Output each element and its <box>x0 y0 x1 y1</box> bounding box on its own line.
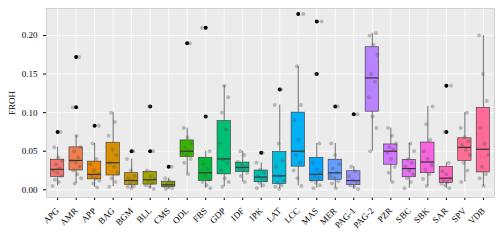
svg-text:MER: MER <box>317 205 339 227</box>
svg-text:SAR: SAR <box>430 206 449 225</box>
svg-text:FROH: FROH <box>7 91 17 116</box>
svg-text:GDP: GDP <box>208 206 228 226</box>
svg-text:0.10: 0.10 <box>22 108 38 118</box>
svg-text:LAT: LAT <box>264 205 283 224</box>
svg-text:PAG-2: PAG-2 <box>351 206 376 231</box>
svg-text:PZR: PZR <box>376 206 395 225</box>
svg-text:SBK: SBK <box>412 205 432 225</box>
svg-text:APP: APP <box>79 206 98 225</box>
svg-text:0.00: 0.00 <box>22 185 38 195</box>
svg-text:BGM: BGM <box>114 206 136 228</box>
svg-text:VDB: VDB <box>466 206 487 227</box>
svg-text:IDF: IDF <box>229 206 246 223</box>
svg-text:MAS: MAS <box>299 206 320 227</box>
svg-text:BLL: BLL <box>135 206 154 225</box>
svg-text:CMS: CMS <box>152 206 173 227</box>
svg-text:APG: APG <box>41 205 61 225</box>
svg-text:ODL: ODL <box>170 206 190 226</box>
svg-text:SBC: SBC <box>394 206 413 225</box>
svg-text:IPK: IPK <box>247 205 265 223</box>
svg-text:FBS: FBS <box>191 206 209 224</box>
svg-text:0.05: 0.05 <box>22 146 38 156</box>
svg-text:LCC: LCC <box>282 206 301 225</box>
svg-text:0.20: 0.20 <box>22 30 38 40</box>
svg-text:BAG: BAG <box>96 205 117 226</box>
svg-text:SPV: SPV <box>450 205 469 224</box>
svg-text:0.15: 0.15 <box>22 69 38 79</box>
svg-text:AMR: AMR <box>58 206 80 228</box>
svg-text:PAG-1: PAG-1 <box>332 205 358 231</box>
